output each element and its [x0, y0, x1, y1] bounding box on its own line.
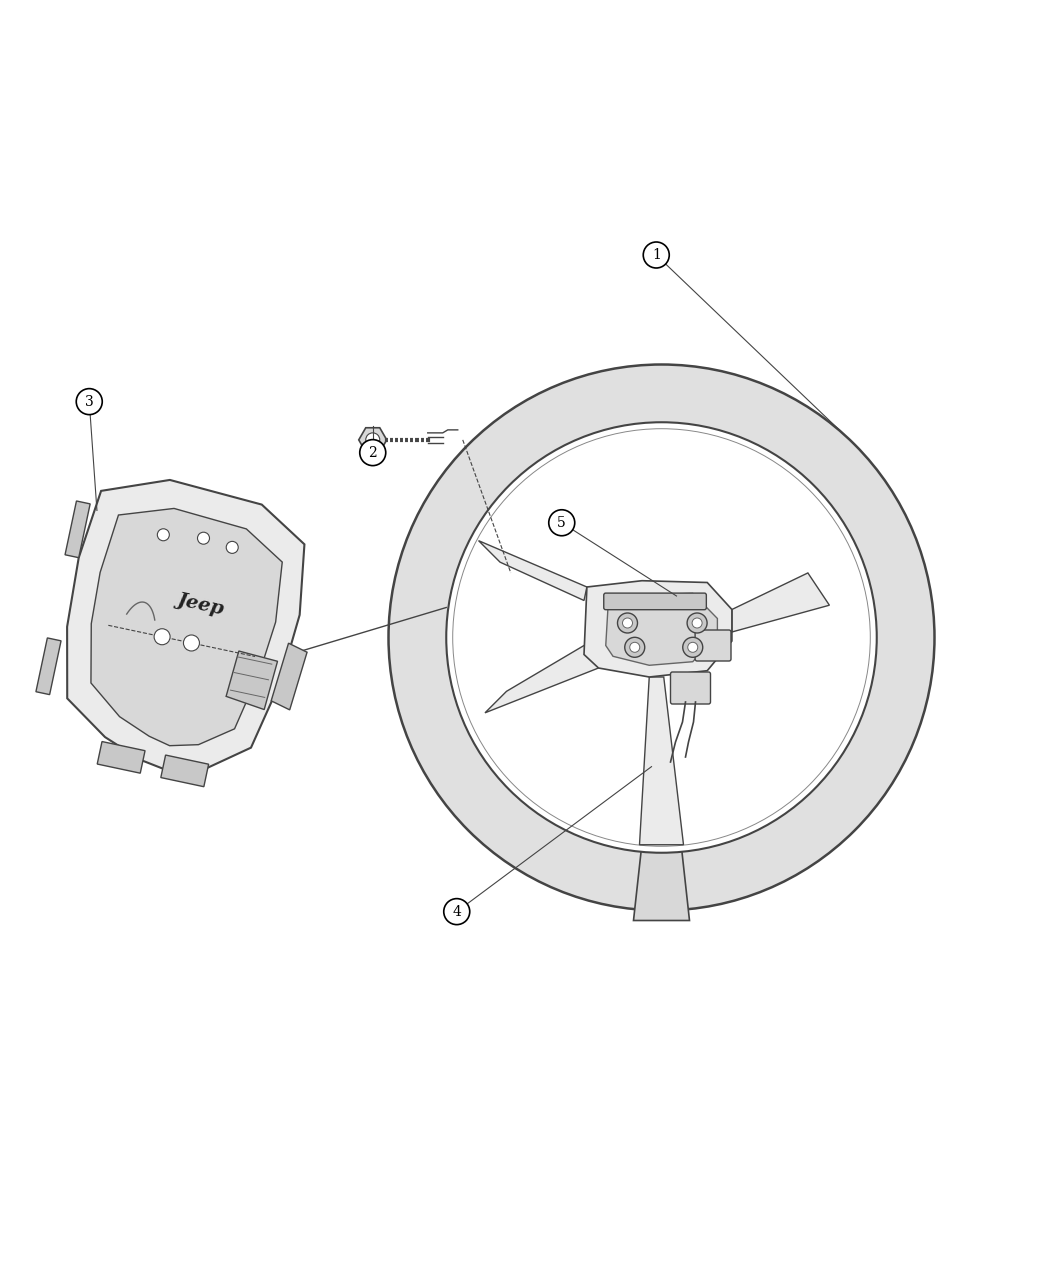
Text: 3: 3: [85, 395, 93, 408]
Polygon shape: [67, 479, 304, 771]
Circle shape: [154, 629, 170, 645]
Circle shape: [446, 422, 877, 853]
Circle shape: [77, 389, 102, 414]
Circle shape: [226, 542, 238, 553]
Polygon shape: [98, 742, 145, 773]
FancyBboxPatch shape: [695, 630, 731, 660]
Polygon shape: [584, 580, 732, 677]
Polygon shape: [479, 541, 587, 601]
Polygon shape: [485, 645, 598, 713]
Circle shape: [365, 434, 380, 446]
Polygon shape: [606, 593, 717, 666]
Polygon shape: [639, 677, 684, 845]
Polygon shape: [65, 501, 90, 557]
Polygon shape: [36, 638, 61, 695]
Text: 2: 2: [369, 446, 377, 459]
Circle shape: [625, 638, 645, 658]
Circle shape: [687, 613, 707, 632]
Circle shape: [617, 613, 637, 632]
Polygon shape: [226, 652, 277, 710]
Circle shape: [549, 510, 574, 536]
FancyBboxPatch shape: [604, 593, 707, 609]
Circle shape: [623, 618, 632, 629]
Polygon shape: [732, 572, 830, 632]
FancyBboxPatch shape: [671, 672, 711, 704]
Circle shape: [444, 899, 469, 924]
Text: Jeep: Jeep: [174, 590, 225, 617]
Circle shape: [197, 532, 210, 544]
Circle shape: [184, 635, 200, 652]
Circle shape: [682, 638, 702, 658]
Text: 4: 4: [453, 905, 461, 918]
Text: 1: 1: [652, 249, 660, 261]
Text: 5: 5: [558, 516, 566, 529]
Circle shape: [644, 242, 669, 268]
Polygon shape: [161, 755, 209, 787]
Circle shape: [630, 643, 639, 653]
Polygon shape: [633, 848, 690, 921]
Polygon shape: [271, 643, 307, 710]
Circle shape: [692, 618, 702, 629]
Circle shape: [388, 365, 934, 910]
Circle shape: [158, 529, 169, 541]
Circle shape: [360, 440, 385, 465]
Circle shape: [688, 643, 698, 653]
Polygon shape: [91, 509, 282, 746]
